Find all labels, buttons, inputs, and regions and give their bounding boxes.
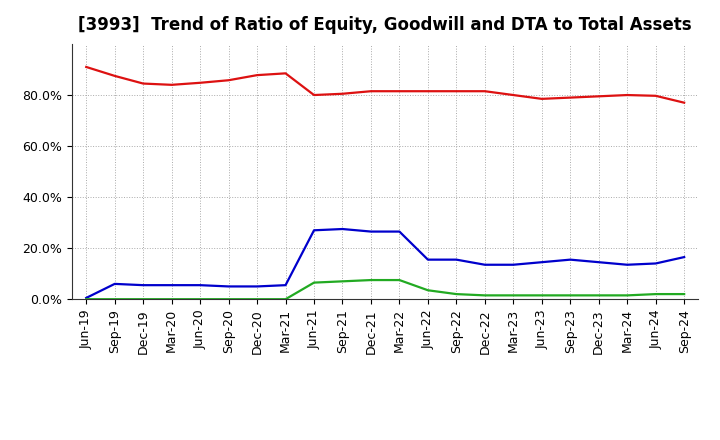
- Equity: [110, 73, 119, 78]
- Deferred Tax Assets: [253, 297, 261, 302]
- Equity: [167, 82, 176, 88]
- Deferred Tax Assets: [282, 297, 290, 302]
- Equity: [537, 96, 546, 102]
- Deferred Tax Assets: [225, 297, 233, 302]
- Deferred Tax Assets: [452, 291, 461, 297]
- Equity: [652, 93, 660, 99]
- Equity: [82, 64, 91, 70]
- Goodwill: [595, 260, 603, 265]
- Equity: [338, 91, 347, 96]
- Equity: [366, 88, 375, 94]
- Goodwill: [395, 229, 404, 234]
- Deferred Tax Assets: [366, 278, 375, 283]
- Goodwill: [338, 226, 347, 231]
- Goodwill: [253, 284, 261, 289]
- Deferred Tax Assets: [509, 293, 518, 298]
- Goodwill: [366, 229, 375, 234]
- Deferred Tax Assets: [480, 293, 489, 298]
- Goodwill: [509, 262, 518, 268]
- Goodwill: [623, 262, 631, 268]
- Deferred Tax Assets: [566, 293, 575, 298]
- Equity: [395, 88, 404, 94]
- Equity: [509, 92, 518, 98]
- Legend: Equity, Goodwill, Deferred Tax Assets: Equity, Goodwill, Deferred Tax Assets: [183, 439, 588, 440]
- Equity: [310, 92, 318, 98]
- Deferred Tax Assets: [623, 293, 631, 298]
- Line: Deferred Tax Assets: Deferred Tax Assets: [86, 280, 684, 299]
- Equity: [480, 88, 489, 94]
- Deferred Tax Assets: [652, 291, 660, 297]
- Goodwill: [167, 282, 176, 288]
- Deferred Tax Assets: [196, 297, 204, 302]
- Goodwill: [480, 262, 489, 268]
- Deferred Tax Assets: [537, 293, 546, 298]
- Deferred Tax Assets: [110, 297, 119, 302]
- Goodwill: [423, 257, 432, 262]
- Goodwill: [196, 282, 204, 288]
- Equity: [566, 95, 575, 100]
- Deferred Tax Assets: [595, 293, 603, 298]
- Goodwill: [82, 295, 91, 301]
- Deferred Tax Assets: [310, 280, 318, 285]
- Deferred Tax Assets: [167, 297, 176, 302]
- Line: Equity: Equity: [86, 67, 684, 103]
- Title: [3993]  Trend of Ratio of Equity, Goodwill and DTA to Total Assets: [3993] Trend of Ratio of Equity, Goodwil…: [78, 16, 692, 34]
- Goodwill: [225, 284, 233, 289]
- Equity: [452, 88, 461, 94]
- Goodwill: [310, 227, 318, 233]
- Goodwill: [537, 260, 546, 265]
- Goodwill: [139, 282, 148, 288]
- Equity: [595, 94, 603, 99]
- Goodwill: [282, 282, 290, 288]
- Equity: [253, 73, 261, 78]
- Deferred Tax Assets: [423, 288, 432, 293]
- Deferred Tax Assets: [82, 297, 91, 302]
- Equity: [225, 77, 233, 83]
- Deferred Tax Assets: [395, 278, 404, 283]
- Line: Goodwill: Goodwill: [86, 229, 684, 298]
- Deferred Tax Assets: [680, 291, 688, 297]
- Equity: [282, 71, 290, 76]
- Goodwill: [652, 261, 660, 266]
- Equity: [423, 88, 432, 94]
- Goodwill: [110, 281, 119, 286]
- Equity: [680, 100, 688, 105]
- Equity: [139, 81, 148, 86]
- Deferred Tax Assets: [139, 297, 148, 302]
- Goodwill: [680, 254, 688, 260]
- Equity: [623, 92, 631, 98]
- Goodwill: [566, 257, 575, 262]
- Equity: [196, 80, 204, 85]
- Goodwill: [452, 257, 461, 262]
- Deferred Tax Assets: [338, 279, 347, 284]
